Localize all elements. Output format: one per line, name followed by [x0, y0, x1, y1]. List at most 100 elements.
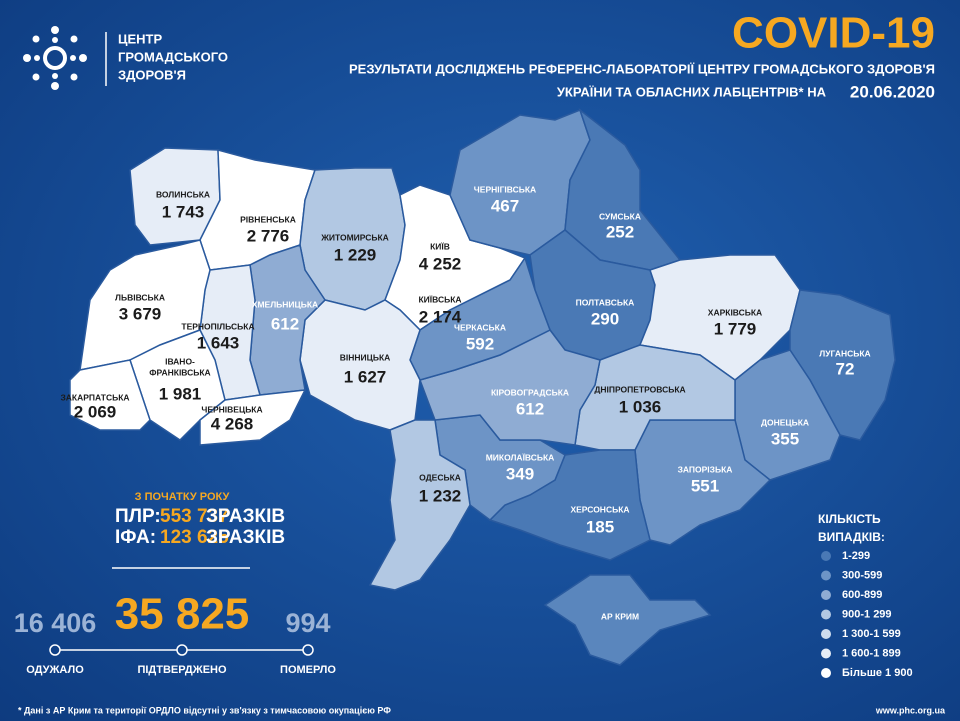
region-name: ЖИТОМИРСЬКА — [320, 232, 389, 242]
region-name: ЧЕРКАСЬКА — [454, 322, 506, 332]
region-cases: 2 174 — [419, 307, 462, 326]
region-name: ПОЛТАВСЬКА — [576, 297, 635, 307]
legend-swatch — [821, 590, 831, 600]
region-name: ДНІПРОПЕТРОВСЬКА — [594, 384, 685, 394]
region-name: ОДЕСЬКА — [419, 472, 461, 482]
region-cases: 3 679 — [119, 304, 162, 323]
region-name: ХАРКІВСЬКА — [708, 307, 762, 317]
region — [789, 289, 896, 441]
region-name: ВОЛИНСЬКА — [156, 189, 210, 199]
logo-text: ЦЕНТР — [118, 31, 162, 46]
logo-icon — [23, 26, 87, 90]
legend-label: 900-1 299 — [842, 608, 892, 620]
legend-swatch — [821, 570, 831, 581]
region-cases: 1 779 — [714, 319, 757, 338]
date: 20.06.2020 — [850, 82, 935, 101]
region-cases: 72 — [836, 359, 855, 378]
region-cases: 1 229 — [334, 245, 377, 264]
region-cases: 349 — [506, 464, 534, 483]
test-method: ІФА: — [115, 527, 156, 548]
footnote: * Дані з АР Крим та території ОРДЛО відс… — [18, 705, 391, 715]
region-name: ЛУГАНСЬКА — [819, 348, 870, 358]
legend-label: 300-599 — [842, 569, 882, 581]
subtitle: УКРАЇНИ ТА ОБЛАСНИХ ЛАБЦЕНТРІВ* НА — [557, 84, 827, 99]
test-count: 123 625 — [160, 527, 229, 548]
test-method: ПЛР: — [115, 506, 161, 527]
legend-swatch — [821, 668, 831, 678]
region-cases: 1 643 — [197, 333, 240, 352]
region-name: ЗАКАРПАТСЬКА — [60, 392, 129, 402]
confirmed-count: 35 825 — [115, 590, 250, 639]
region — [368, 419, 471, 591]
legend-title: КІЛЬКІСТЬ — [818, 512, 881, 526]
region — [543, 574, 712, 666]
region-name: ХЕРСОНСЬКА — [570, 504, 629, 514]
region-name: ЧЕРНІВЕЦЬКА — [201, 404, 262, 414]
deaths-count: 994 — [285, 608, 330, 638]
region-name: ВІННИЦЬКА — [340, 352, 391, 362]
legend-label: 1 600-1 899 — [842, 647, 901, 659]
region-name: ХМЕЛЬНИЦЬКА — [252, 299, 318, 309]
region-name: РІВНЕНСЬКА — [240, 214, 296, 224]
region-cases: 592 — [466, 334, 494, 353]
test-unit: ЗРАЗКІВ — [206, 527, 285, 548]
legend-swatch — [821, 609, 831, 620]
region-cases: 612 — [271, 314, 299, 333]
test-count: 553 737 — [160, 506, 229, 527]
region-cases: 2 776 — [247, 226, 290, 245]
region-name: КИЇВ — [430, 241, 450, 251]
region-name: КІРОВОГРАДСЬКА — [491, 387, 569, 397]
region-cases: 4 268 — [211, 414, 254, 433]
total-label: ПОМЕРЛО — [280, 664, 336, 676]
region-cases: 4 252 — [419, 254, 462, 273]
region-cases: 1 981 — [159, 384, 202, 403]
legend-label: 1 300-1 599 — [842, 628, 901, 640]
region-cases: 252 — [606, 222, 634, 241]
tests-heading: З ПОЧАТКУ РОКУ — [135, 491, 230, 503]
test-unit: ЗРАЗКІВ — [206, 506, 285, 527]
region-cases: 2 069 — [74, 402, 117, 421]
region-cases: 612 — [516, 399, 544, 418]
region-cases: 290 — [591, 309, 619, 328]
region-name: ЧЕРНІГІВСЬКА — [474, 184, 536, 194]
region-cases: 1 627 — [344, 367, 387, 386]
region-name: СУМСЬКА — [599, 211, 641, 221]
map: ВОЛИНСЬКА 1 743 РІВНЕНСЬКА 2 776 ЖИТОМИРСЬКА… — [60, 107, 896, 666]
region-cases: 1 232 — [419, 486, 462, 505]
region-name: АР КРИМ — [601, 611, 639, 621]
recovered-count: 16 406 — [14, 608, 97, 638]
subtitle: РЕЗУЛЬТАТИ ДОСЛІДЖЕНЬ РЕФЕРЕНС-ЛАБОРАТОР… — [349, 61, 935, 76]
region-cases: 551 — [691, 476, 719, 495]
legend-swatch — [821, 551, 831, 561]
region — [69, 359, 151, 431]
region-cases: 467 — [491, 196, 519, 215]
logo-text: ЗДОРОВ'Я — [118, 67, 186, 82]
region-name: ФРАНКІВСЬКА — [149, 367, 210, 377]
region-cases: 185 — [586, 517, 614, 536]
legend-title: ВИПАДКІВ: — [818, 530, 885, 544]
region-name: ЗАПОРІЗЬКА — [678, 464, 733, 474]
region-name: ІВАНО- — [165, 356, 195, 366]
logo-text: ГРОМАДСЬКОГО — [118, 49, 228, 64]
region — [299, 299, 421, 431]
region-cases: 1 743 — [162, 202, 205, 221]
total-label: ПІДТВЕРДЖЕНО — [137, 664, 227, 676]
region-name: КИЇВСЬКА — [418, 294, 461, 304]
legend-label: 1-299 — [842, 550, 870, 562]
region-name: ДОНЕЦЬКА — [761, 417, 809, 427]
region-cases: 1 036 — [619, 397, 662, 416]
title: COVID-19 — [732, 9, 935, 58]
legend-swatch — [821, 648, 831, 659]
legend-label: Більше 1 900 — [842, 667, 913, 679]
legend-label: 600-899 — [842, 589, 882, 601]
region-name: ЛЬВІВСЬКА — [115, 292, 165, 302]
url: www.phc.org.ua — [875, 705, 946, 715]
region-name: ТЕРНОПІЛЬСЬКА — [181, 321, 254, 331]
legend-swatch — [821, 629, 831, 639]
total-label: ОДУЖАЛО — [26, 664, 84, 676]
legend: 1-299 300-599 600-899 900-1 299 1 300-1 599 1… — [821, 550, 913, 679]
region-name: МИКОЛАЇВСЬКА — [486, 452, 555, 462]
region — [199, 389, 307, 446]
timeline — [49, 644, 314, 656]
